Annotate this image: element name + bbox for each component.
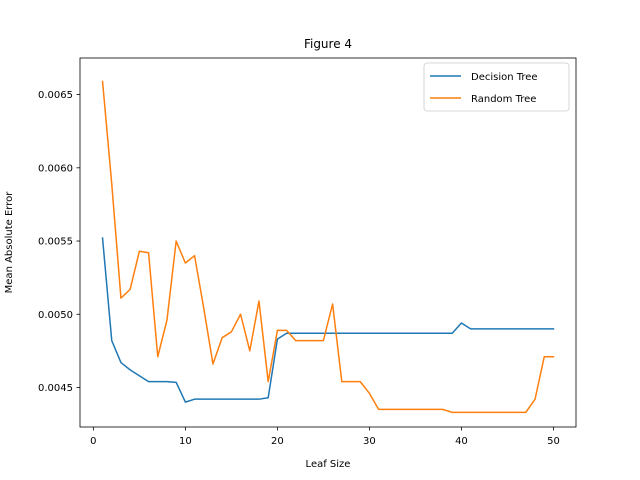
x-tick-label: 10 [179, 436, 192, 447]
y-tick-label: 0.0050 [38, 310, 73, 321]
y-tick-label: 0.0045 [38, 383, 73, 394]
legend-label-decision-tree: Decision Tree [471, 72, 538, 83]
y-tick-label: 0.0060 [38, 163, 73, 174]
y-tick-label: 0.0065 [38, 90, 73, 101]
plot-background [80, 58, 576, 427]
x-axis: 0 10 20 30 40 50 [90, 427, 560, 447]
legend: Decision Tree Random Tree [423, 62, 570, 112]
y-axis-label: Mean Absolute Error [4, 191, 15, 294]
x-axis-label: Leaf Size [306, 459, 351, 470]
series-line-decision-tree [101, 237, 555, 403]
y-tick-label: 0.0055 [38, 237, 73, 248]
series-line-random-tree [101, 80, 555, 414]
plot-area [79, 57, 577, 428]
chart-title: Figure 4 [304, 37, 352, 51]
legend-label-random-tree: Random Tree [471, 94, 536, 105]
plot-frame [79, 57, 577, 428]
x-tick-label: 20 [271, 436, 284, 447]
x-tick-label: 0 [90, 436, 96, 447]
series-layer [101, 80, 555, 414]
x-tick-label: 30 [363, 436, 376, 447]
legend-box [423, 62, 570, 112]
y-axis: 0.0045 0.0050 0.0055 0.0060 0.0065 [38, 90, 80, 394]
x-tick-label: 40 [455, 436, 468, 447]
x-tick-label: 50 [547, 436, 560, 447]
